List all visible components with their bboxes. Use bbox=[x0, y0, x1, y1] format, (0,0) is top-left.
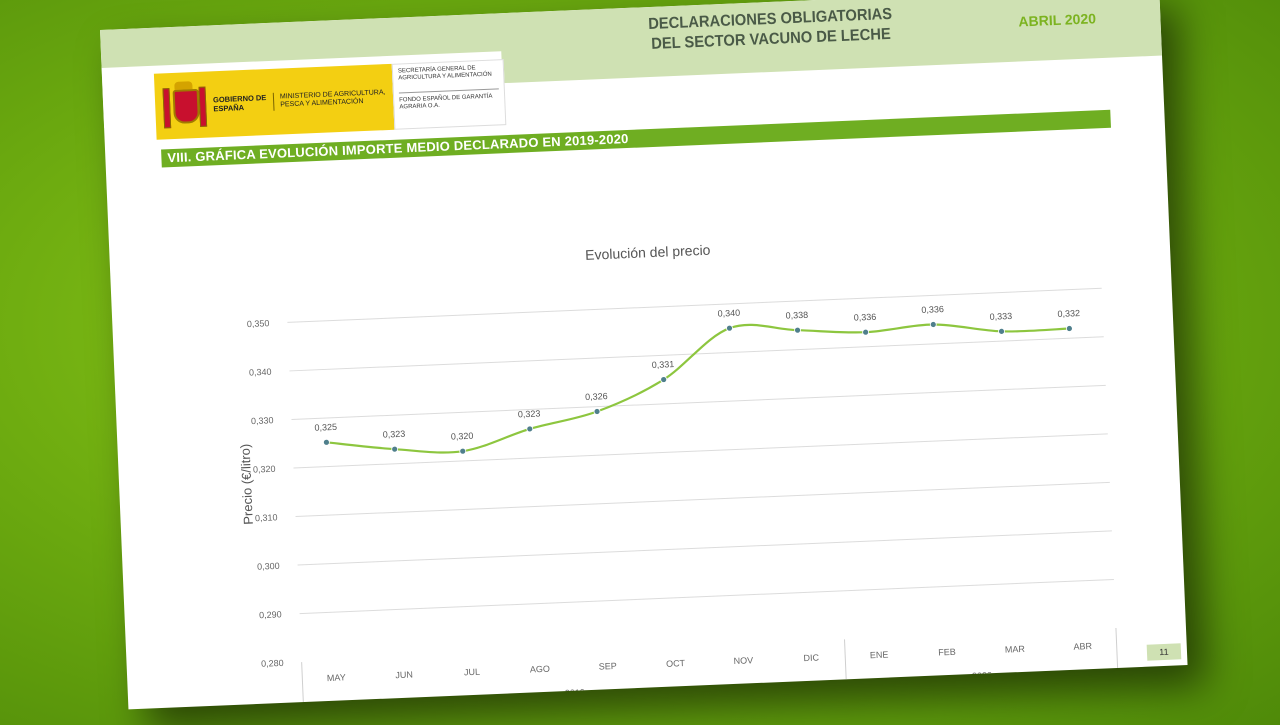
grid-line bbox=[289, 336, 1104, 372]
x-tick-label: DIC bbox=[803, 652, 819, 663]
y-tick-label: 0,310 bbox=[255, 512, 278, 523]
data-point bbox=[323, 438, 330, 446]
grid-line bbox=[297, 530, 1112, 566]
x-tick-label: FEB bbox=[938, 647, 956, 658]
y-tick-label: 0,350 bbox=[247, 318, 270, 329]
data-label: 0,332 bbox=[1057, 308, 1080, 319]
x-group-divider bbox=[844, 639, 848, 695]
data-point bbox=[929, 321, 937, 328]
x-group-label: 2020 bbox=[972, 670, 992, 681]
grid-line bbox=[287, 287, 1102, 323]
x-tick-label: MAR bbox=[1005, 644, 1026, 655]
y-tick-label: 0,280 bbox=[261, 658, 284, 669]
grid-line bbox=[299, 578, 1114, 615]
data-label: 0,338 bbox=[785, 310, 808, 321]
y-tick-label: 0,320 bbox=[253, 464, 276, 475]
grid-line bbox=[295, 481, 1110, 518]
x-axis-left-border bbox=[301, 662, 305, 710]
y-axis-label: Precio (€/litro) bbox=[237, 444, 255, 525]
x-tick-label: ENE bbox=[870, 650, 889, 661]
y-tick-label: 0,290 bbox=[259, 609, 282, 620]
chart-title: Evolución del precio bbox=[585, 242, 711, 263]
data-label: 0,326 bbox=[585, 391, 608, 402]
x-tick-label: MAY bbox=[327, 672, 346, 683]
data-point bbox=[794, 326, 801, 334]
grid-line bbox=[291, 384, 1106, 420]
x-tick-label: AGO bbox=[530, 664, 550, 675]
data-label: 0,323 bbox=[383, 429, 406, 440]
x-tick-label: JUL bbox=[464, 667, 480, 678]
data-label: 0,323 bbox=[518, 408, 541, 419]
y-tick-label: 0,340 bbox=[249, 367, 272, 378]
price-evolution-chart: Evolución del precio Precio (€/litro) 0,… bbox=[237, 242, 1119, 710]
x-tick-label: OCT bbox=[666, 658, 686, 669]
data-label: 0,331 bbox=[652, 359, 675, 370]
data-point bbox=[593, 408, 601, 415]
x-group-label: 2019 bbox=[565, 687, 585, 698]
data-label: 0,320 bbox=[451, 431, 474, 442]
data-label: 0,325 bbox=[314, 422, 337, 433]
x-axis-right-border bbox=[1115, 627, 1119, 683]
data-label: 0,336 bbox=[921, 304, 944, 315]
x-tick-label: NOV bbox=[733, 655, 753, 666]
data-label: 0,340 bbox=[717, 308, 740, 319]
document-page: GOBIERNO DE ESPAÑA MINISTERIO DE AGRICUL… bbox=[100, 0, 1188, 710]
data-point bbox=[726, 324, 733, 332]
x-tick-label: JUN bbox=[395, 669, 413, 680]
data-label: 0,336 bbox=[854, 312, 877, 323]
data-point bbox=[1065, 325, 1073, 332]
data-point bbox=[459, 447, 467, 455]
x-tick-label: ABR bbox=[1073, 641, 1092, 652]
data-point bbox=[660, 376, 668, 383]
data-point bbox=[862, 328, 870, 336]
data-label: 0,333 bbox=[989, 311, 1012, 322]
series-line bbox=[326, 323, 1070, 454]
y-tick-label: 0,300 bbox=[257, 561, 280, 572]
data-point bbox=[526, 425, 534, 433]
data-point bbox=[998, 327, 1005, 335]
grid-line bbox=[293, 433, 1108, 469]
page-number: 11 bbox=[1146, 643, 1182, 661]
data-point bbox=[391, 445, 399, 453]
y-tick-label: 0,330 bbox=[251, 415, 274, 426]
x-tick-label: SEP bbox=[599, 661, 617, 672]
